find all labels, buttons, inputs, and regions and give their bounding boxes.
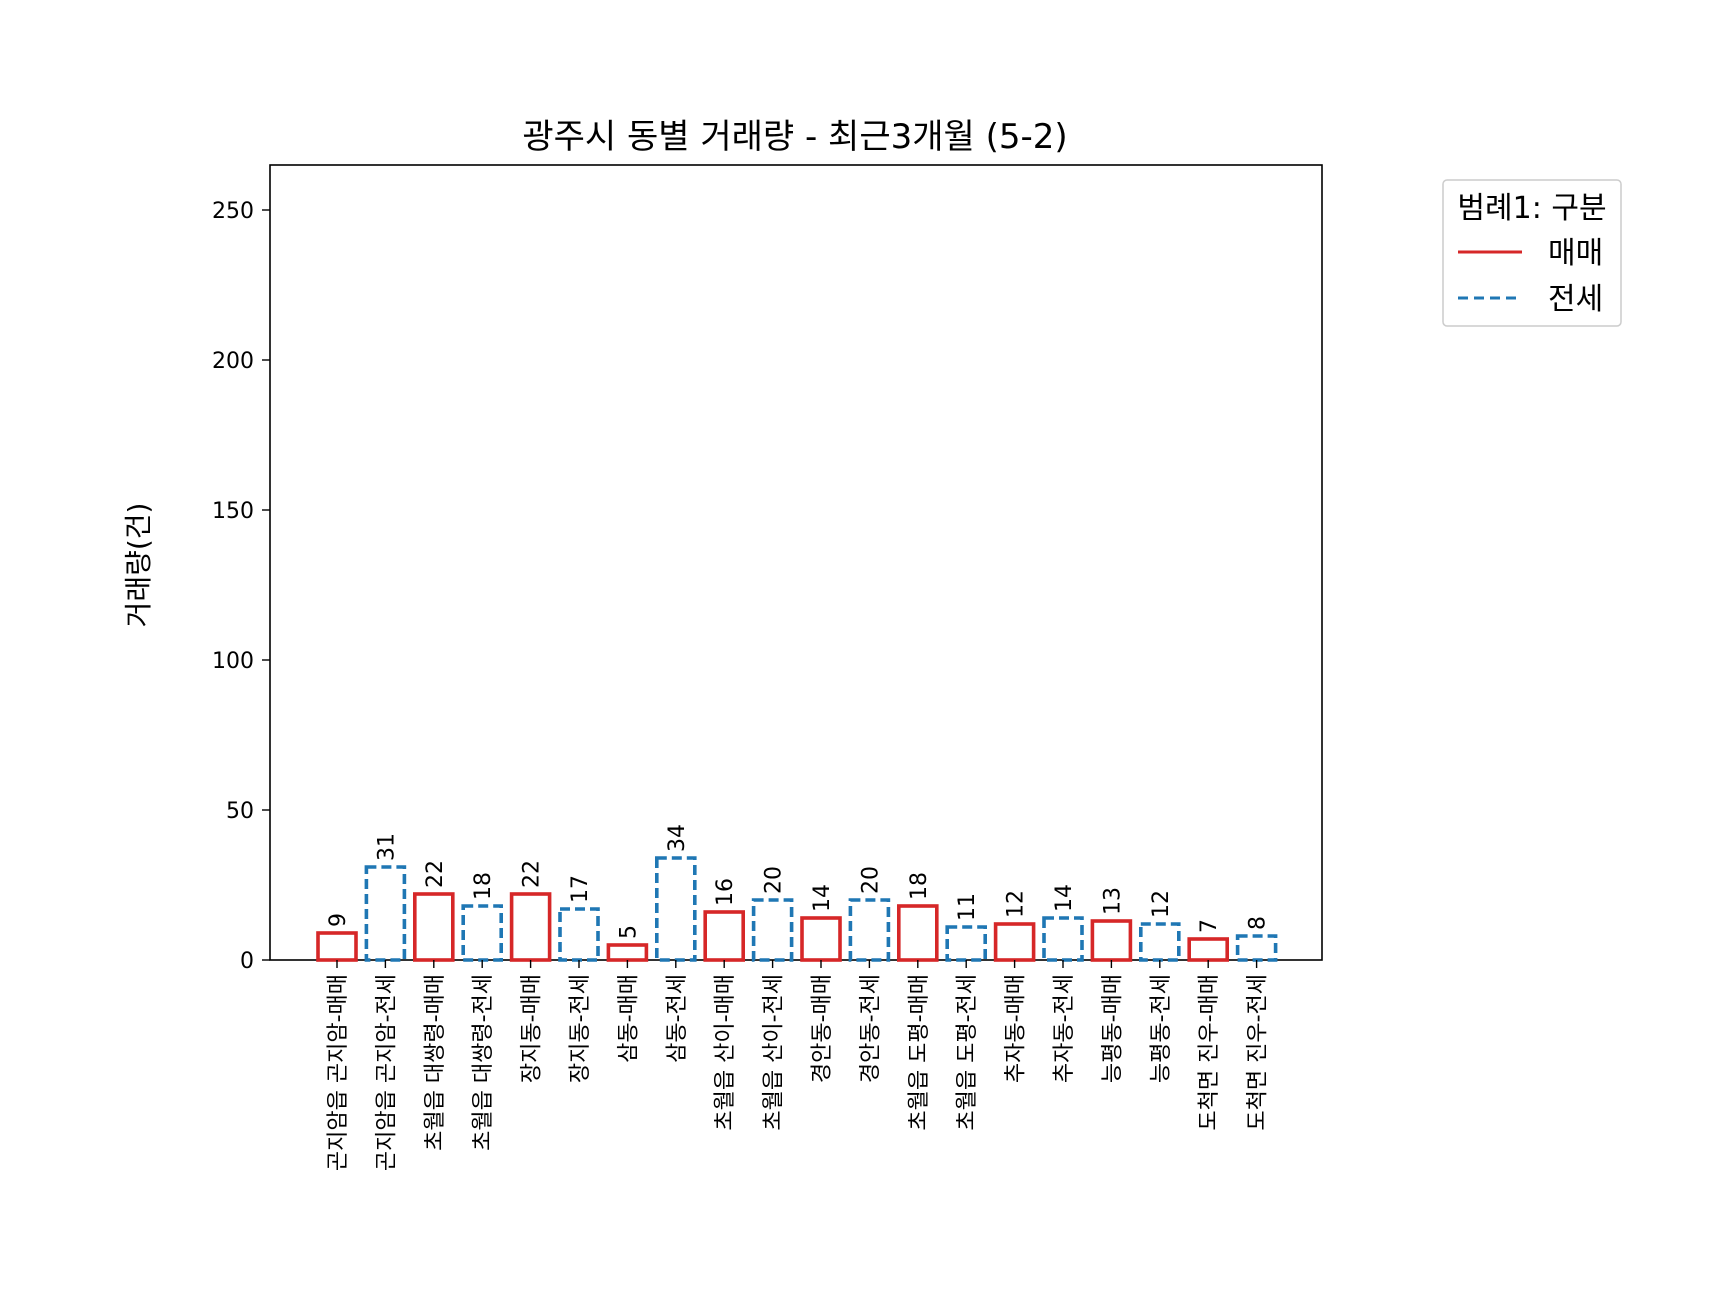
value-label: 14 bbox=[810, 884, 835, 912]
bar-삼동-매매 bbox=[606, 943, 649, 962]
plot-area-frame bbox=[269, 164, 1323, 961]
bar-삼동-전세 bbox=[654, 856, 697, 962]
value-label: 34 bbox=[665, 824, 690, 852]
value-labels-group: 9 31 22 18 22 17 5 34 16 20 14 20 18 11 12 14 13 12 7 8 bbox=[326, 824, 1271, 939]
value-label: 22 bbox=[520, 860, 545, 888]
bar-초월읍 산이-매매 bbox=[703, 910, 746, 962]
x-axis: 곤지암읍 곤지암-매매 곤지암읍 곤지암-전세 초월읍 대쌍령-매매 초월읍 대쌍령-… bbox=[326, 960, 1271, 1171]
bar-도척면 진우-전세 bbox=[1235, 934, 1278, 962]
value-label: 20 bbox=[858, 866, 883, 894]
value-label: 11 bbox=[955, 893, 980, 921]
x-tick-label: 추자동-전세 bbox=[1052, 974, 1077, 1083]
x-tick-label: 장지동-전세 bbox=[568, 974, 593, 1083]
bar-장지동-전세 bbox=[558, 907, 600, 962]
x-tick-label: 능평동-매매 bbox=[1100, 974, 1125, 1083]
x-tick-label: 곤지암읍 곤지암-전세 bbox=[374, 974, 399, 1171]
bar-초월읍 산이-전세 bbox=[751, 898, 794, 962]
x-tick-label: 초월읍 도평-매매 bbox=[907, 974, 932, 1131]
bar-추자동-매매 bbox=[993, 922, 1036, 962]
x-tick-label: 초월읍 대쌍령-전세 bbox=[471, 974, 496, 1151]
value-label: 31 bbox=[374, 833, 399, 861]
bar-경안동-매매 bbox=[800, 916, 842, 962]
bar-곤지암읍 곤지암-매매 bbox=[316, 931, 358, 962]
x-tick-label: 추자동-매매 bbox=[1004, 974, 1029, 1083]
chart-title: 광주시 동별 거래량 - 최근3개월 (5-2) bbox=[522, 117, 1067, 157]
x-tick-label: 장지동-매매 bbox=[520, 974, 545, 1083]
value-label: 16 bbox=[713, 878, 738, 906]
bar-초월읍 도평-전세 bbox=[945, 925, 988, 962]
x-tick-label: 초월읍 산이-전세 bbox=[762, 974, 787, 1131]
x-tick-label: 초월읍 도평-전세 bbox=[955, 974, 980, 1131]
value-label: 13 bbox=[1100, 887, 1125, 915]
y-axis: 0 50 100 150 200 250 bbox=[212, 199, 270, 974]
x-tick-label: 경안동-전세 bbox=[858, 974, 883, 1083]
bars-group bbox=[316, 856, 1278, 962]
legend: 범례1: 구분 매매 전세 bbox=[1442, 179, 1622, 327]
bar-초월읍 도평-매매 bbox=[896, 904, 939, 962]
value-label: 17 bbox=[568, 875, 593, 903]
value-label: 5 bbox=[616, 925, 641, 939]
value-label: 12 bbox=[1149, 890, 1174, 918]
bar-추자동-전세 bbox=[1042, 916, 1084, 962]
x-tick-label: 삼동-전세 bbox=[665, 974, 690, 1063]
bar-초월읍 대쌍령-매매 bbox=[412, 892, 455, 962]
x-tick-label: 초월읍 산이-매매 bbox=[713, 974, 738, 1131]
bar-능평동-매매 bbox=[1090, 919, 1133, 962]
x-tick-label: 곤지암읍 곤지암-매매 bbox=[326, 974, 351, 1171]
bar-도척면 진우-매매 bbox=[1187, 937, 1229, 962]
value-label: 12 bbox=[1004, 890, 1029, 918]
legend-title: 범례1: 구분 bbox=[1457, 191, 1606, 226]
legend-label-전세: 전세 bbox=[1548, 282, 1603, 317]
y-tick-label: 200 bbox=[212, 349, 254, 374]
y-tick-label: 150 bbox=[212, 499, 254, 524]
x-tick-label: 경안동-매매 bbox=[810, 974, 835, 1083]
y-tick-label: 100 bbox=[212, 649, 254, 674]
y-axis-label: 거래량(건) bbox=[122, 503, 155, 628]
bar-초월읍 대쌍령-전세 bbox=[461, 904, 504, 962]
x-tick-label: 도척면 진우-매매 bbox=[1197, 974, 1222, 1131]
bar-장지동-매매 bbox=[509, 892, 552, 962]
value-label: 14 bbox=[1052, 884, 1077, 912]
x-tick-label: 능평동-전세 bbox=[1149, 974, 1174, 1083]
y-tick-label: 50 bbox=[226, 799, 254, 824]
value-label: 20 bbox=[762, 866, 787, 894]
value-label: 22 bbox=[423, 860, 448, 888]
value-label: 9 bbox=[326, 913, 351, 927]
legend-label-매매: 매매 bbox=[1548, 236, 1603, 271]
value-label: 18 bbox=[471, 872, 496, 900]
legend-frame bbox=[1442, 179, 1622, 327]
bar-능평동-전세 bbox=[1139, 922, 1181, 962]
x-tick-label: 삼동-매매 bbox=[616, 974, 641, 1063]
value-label: 8 bbox=[1246, 916, 1271, 930]
bar-곤지암읍 곤지암-전세 bbox=[364, 865, 407, 962]
value-label: 18 bbox=[907, 872, 932, 900]
x-tick-label: 초월읍 대쌍령-매매 bbox=[423, 974, 448, 1151]
bar-경안동-전세 bbox=[848, 898, 891, 962]
y-tick-label: 0 bbox=[240, 949, 254, 974]
y-tick-label: 250 bbox=[212, 199, 254, 224]
value-label: 7 bbox=[1197, 919, 1222, 933]
x-tick-label: 도척면 진우-전세 bbox=[1246, 974, 1271, 1131]
